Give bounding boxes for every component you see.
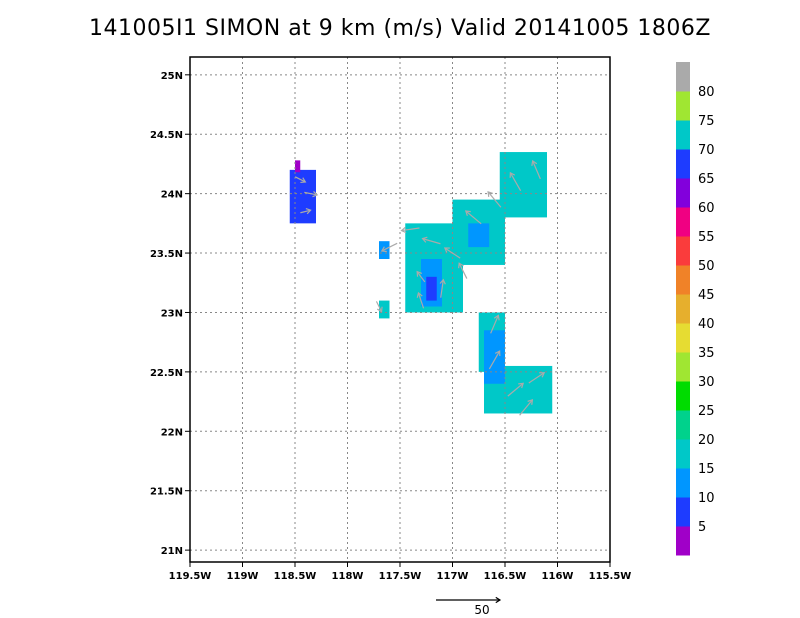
colorbar-label: 40 [698,317,715,332]
y-tick-label: 23.5N [150,249,183,260]
colorbar-swatch [676,265,690,295]
wind-vector [416,291,425,309]
wind-vector-layer [294,159,546,416]
wind-vector [507,382,525,397]
reference-vector-label: 50 [474,603,489,617]
x-tick-label: 119.5W [169,571,212,582]
colorbar-swatch [676,323,690,353]
colorbar: 5 10 15 20 25 30 35 40 45 50 55 60 65 70 75 80 [676,62,715,556]
wind-vector [380,242,398,253]
colorbar-label: 75 [698,114,715,129]
x-tick-label: 116.5W [484,571,527,582]
colorbar-swatch [676,207,690,237]
colorbar-label: 45 [698,288,715,303]
grid-layer [189,57,611,562]
y-tick-label: 24N [161,190,183,201]
wind-region-band-northeast [499,152,547,218]
wind-vector [443,247,461,259]
y-tick-label: 25N [161,71,183,82]
wind-vector [304,191,319,198]
reference-vector: 50 [436,596,502,617]
reference-vector-arrow [436,596,502,604]
colorbar-label: 65 [698,172,715,187]
x-tick-label: 115.5W [589,571,632,582]
wind-vector [528,372,546,384]
wind-vector [509,171,522,192]
colorbar-swatch [676,91,690,121]
colorbar-label: 35 [698,346,715,361]
y-tick-label: 23N [161,308,183,319]
colorbar-label: 70 [698,143,715,158]
wind-vector [416,270,426,283]
wind-vector [519,398,534,416]
wind-vector [464,210,482,225]
colorbar-label: 60 [698,201,715,216]
x-tick-label: 118.5W [274,571,317,582]
wind-vector [375,301,383,313]
colorbar-swatch [676,62,690,92]
x-tick-label: 117W [437,571,469,582]
colorbar-label: 25 [698,404,715,419]
colorbar-swatch [676,236,690,266]
colorbar-swatch [676,410,690,440]
colorbar-swatch [676,497,690,527]
y-tick-label: 24.5N [150,130,183,141]
wind-vector [488,350,501,370]
wind-vector [421,236,441,245]
wind-vector [487,191,502,208]
colorbar-label: 55 [698,230,715,245]
wind-region-cell-small-south [379,300,390,319]
wind-region-cell-northwest-edge [295,160,301,173]
colorbar-label: 5 [698,520,706,535]
x-tick-label: 117.5W [379,571,422,582]
wind-vector [490,314,500,334]
y-tick-label: 22N [161,427,183,438]
wind-field-layer [289,152,553,414]
wind-vector [400,226,420,234]
wind-region-core-central-strong [426,276,437,301]
colorbar-swatch [676,381,690,411]
x-tick-label: 118W [332,571,364,582]
y-axis-ticks: 21N 21.5N 22N 22.5N 23N 23.5N 24N 24.5N 25N [150,71,190,557]
y-tick-label: 21N [161,546,183,557]
colorbar-swatch [676,352,690,382]
colorbar-swatch [676,149,690,179]
colorbar-label: 30 [698,375,715,390]
x-tick-label: 116W [542,571,574,582]
x-tick-label: 119W [227,571,259,582]
wind-region-core-north [468,223,490,248]
y-tick-label: 22.5N [150,368,183,379]
wind-region-core-south [484,330,505,384]
wind-vector [458,262,468,279]
colorbar-label: 80 [698,85,715,100]
colorbar-swatch [676,294,690,324]
colorbar-swatch [676,439,690,469]
y-tick-label: 21.5N [150,487,183,498]
colorbar-label: 20 [698,433,715,448]
colorbar-label: 15 [698,462,715,477]
colorbar-swatch [676,526,690,556]
colorbar-swatch [676,468,690,498]
colorbar-swatch [676,120,690,150]
wind-vector [294,176,307,184]
colorbar-swatch [676,178,690,208]
x-axis-ticks: 119.5W 119W 118.5W 118W 117.5W 117W 116.5W 116W… [169,562,632,582]
wind-vector [300,208,312,215]
colorbar-label: 50 [698,259,715,274]
chart-title: 141005I1 SIMON at 9 km (m/s) Valid 20141… [89,16,711,41]
wind-vector [531,159,541,180]
colorbar-label: 10 [698,491,715,506]
wind-vector [439,278,446,298]
